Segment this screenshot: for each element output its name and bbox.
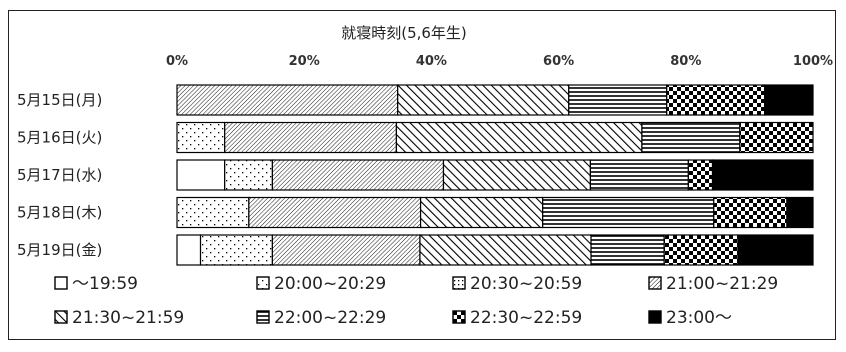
bar-segment bbox=[271, 234, 421, 266]
x-tick-label: 40% bbox=[416, 54, 447, 69]
legend: ～19:59 20:00~20:29 20:30~20:59 21:00~21:29 2… bbox=[54, 274, 778, 328]
legend-swatch bbox=[54, 310, 68, 324]
bar-segment bbox=[176, 84, 399, 116]
legend-swatch bbox=[54, 276, 68, 290]
legend-swatch bbox=[648, 310, 662, 324]
bar-segment bbox=[641, 121, 741, 154]
bar-segment bbox=[442, 159, 592, 191]
bar-segment bbox=[687, 159, 714, 191]
legend-label: 21:00~21:29 bbox=[666, 274, 778, 294]
x-tick-label: 60% bbox=[543, 54, 574, 69]
bar-segment bbox=[176, 121, 226, 154]
bar-segment bbox=[739, 121, 814, 154]
bar-segment bbox=[666, 84, 766, 116]
legend-swatch bbox=[256, 276, 270, 290]
bar-segment bbox=[199, 234, 273, 266]
x-axis-ticks: 0% 20% 40% 60% 80% 100% bbox=[166, 54, 833, 69]
bar-segment bbox=[786, 196, 814, 229]
bar-segment bbox=[271, 159, 445, 191]
bar-segment bbox=[176, 196, 250, 229]
bar-segment bbox=[395, 121, 643, 154]
category-labels: 5月15日(月) 5月16日(火) 5月17日(水) 5月18日(木) 5月19日(金) bbox=[17, 91, 102, 259]
category-label: 5月17日(水) bbox=[17, 166, 102, 184]
bar-segment bbox=[176, 234, 202, 266]
category-label: 5月18日(木) bbox=[17, 204, 102, 222]
bar-segment bbox=[542, 196, 715, 229]
bar-segment bbox=[764, 84, 814, 116]
bar-segment bbox=[248, 196, 422, 229]
bar-segment bbox=[397, 84, 570, 116]
x-tick-label: 80% bbox=[670, 54, 701, 69]
legend-label: 20:30~20:59 bbox=[470, 274, 582, 294]
legend-label: 22:00~22:29 bbox=[274, 308, 386, 328]
bar-segment bbox=[176, 159, 226, 191]
bar-segment bbox=[419, 234, 592, 266]
bar-segment bbox=[663, 234, 739, 266]
bar-segment bbox=[589, 159, 689, 191]
bar-segment bbox=[590, 234, 665, 266]
category-label: 5月19日(金) bbox=[17, 241, 102, 259]
legend-swatch bbox=[452, 310, 466, 324]
x-tick-label: 20% bbox=[289, 54, 320, 69]
legend-label: 21:30~21:59 bbox=[72, 308, 184, 328]
bar-segment bbox=[713, 196, 788, 229]
bar-segment bbox=[224, 159, 273, 191]
chart-svg: 就寝時刻(5,6年生) 0% 20% 40% 60% 80% 100% 5月15日(月)5… bbox=[17, 24, 833, 328]
legend-swatch bbox=[256, 310, 270, 324]
category-label: 5月16日(火) bbox=[17, 129, 102, 147]
bar-segment bbox=[568, 84, 668, 116]
bar-segment bbox=[224, 121, 398, 154]
legend-label: 20:00~20:29 bbox=[274, 274, 386, 294]
category-label: 5月15日(月) bbox=[17, 91, 102, 109]
bar-segment bbox=[419, 196, 544, 229]
bars bbox=[176, 84, 814, 266]
x-tick-label: 0% bbox=[166, 54, 188, 69]
legend-label: 23:00～ bbox=[666, 308, 732, 328]
bar-segment bbox=[737, 234, 814, 266]
legend-label: 22:30~22:59 bbox=[470, 308, 582, 328]
legend-swatch bbox=[452, 276, 466, 290]
legend-swatch bbox=[648, 276, 662, 290]
legend-label: ～19:59 bbox=[72, 274, 138, 294]
chart-title: 就寝時刻(5,6年生) bbox=[341, 24, 467, 42]
x-tick-label: 100% bbox=[793, 54, 833, 69]
bar-segment bbox=[711, 159, 814, 191]
chart-frame: 就寝時刻(5,6年生) 0% 20% 40% 60% 80% 100% 5月15日(月) 5… bbox=[8, 10, 836, 340]
